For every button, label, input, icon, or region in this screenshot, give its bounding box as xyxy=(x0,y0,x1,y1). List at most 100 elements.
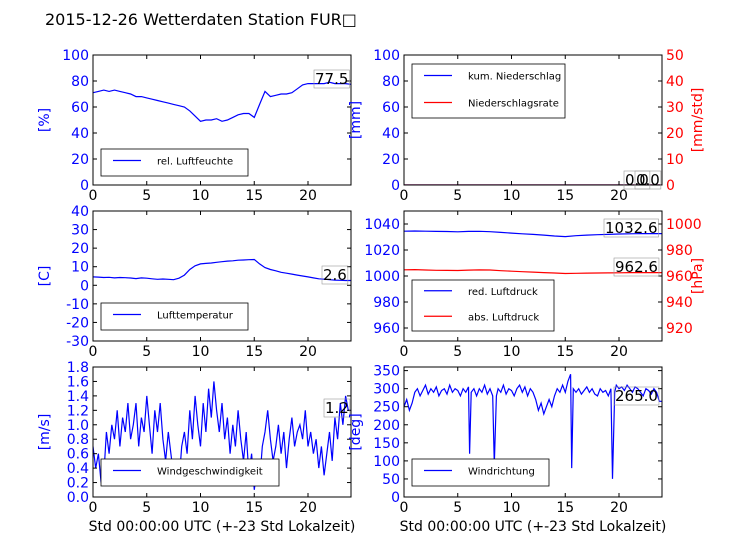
y-tick-label-right: 50 xyxy=(666,48,684,64)
value-annotation: 77.5 xyxy=(315,70,348,88)
y-tick-label: 0.2 xyxy=(67,476,89,492)
series-line-temperature-0 xyxy=(93,258,351,282)
legend-entry: Niederschlagsrate xyxy=(468,99,559,110)
y-tick-label-right: 1000 xyxy=(666,217,702,233)
series-line-pressure-0 xyxy=(404,230,662,238)
y-axis-label: [m/s] xyxy=(37,414,53,451)
panel-precipitation: 0 5 10 15 20 0 20 40 60 80 100 0 10 20 30 40 50 [mm] [mm/s… xyxy=(348,48,706,204)
y-axis-label: [%] xyxy=(37,108,53,132)
x-tick-label: 5 xyxy=(453,500,462,516)
x-tick-label: 15 xyxy=(556,500,574,516)
plot-frame xyxy=(403,54,663,186)
y-tick-label: 980 xyxy=(373,295,400,311)
y-axis-label: [C] xyxy=(37,266,53,287)
value-annotation: 0.0 xyxy=(625,171,649,189)
panel-humidity: 0 5 10 15 20 0 20 40 60 80 100 [%] rel. Luftfeuchte 7… xyxy=(37,48,352,204)
y-tick-label: 1.2 xyxy=(67,403,89,419)
x-tick-label: 15 xyxy=(556,344,574,360)
x-tick-label: 0 xyxy=(89,500,98,516)
y-tick-label: 20 xyxy=(71,152,89,168)
y-tick-label: 20 xyxy=(382,152,400,168)
y-tick-label: 0 xyxy=(80,278,89,294)
y-tick-label: -30 xyxy=(66,334,89,350)
value-annotation-box xyxy=(634,170,662,190)
legend-entry: abs. Luftdruck xyxy=(468,312,539,323)
x-tick-label: 10 xyxy=(503,188,521,204)
y-tick-label: 1000 xyxy=(364,269,400,285)
y-tick-label-right: 10 xyxy=(666,152,684,168)
x-tick-label: 10 xyxy=(503,500,521,516)
value-annotation: 1.2 xyxy=(325,399,349,417)
y-tick-label-right: 40 xyxy=(666,74,684,90)
y-tick-label-right: 920 xyxy=(666,321,693,337)
y-tick-label-right: 980 xyxy=(666,243,693,259)
x-tick-label: 5 xyxy=(453,188,462,204)
x-tick-label: 20 xyxy=(610,344,628,360)
y-tick-label: 0 xyxy=(80,178,89,194)
series-line-winddirection-0 xyxy=(404,373,662,479)
y-tick-label: 40 xyxy=(382,126,400,142)
y-tick-label: 1.6 xyxy=(67,374,89,390)
value-annotation-box xyxy=(603,218,659,238)
x-tick-label: 10 xyxy=(503,344,521,360)
series-line-pressure-1 xyxy=(404,268,662,275)
plot-frame xyxy=(92,54,352,186)
y-tick-label: 40 xyxy=(71,204,89,220)
x-tick-label: 20 xyxy=(299,344,317,360)
x-tick-label: 5 xyxy=(142,500,151,516)
legend-entry: rel. Luftfeuchte xyxy=(157,157,233,168)
legend-entry: kum. Niederschlag xyxy=(468,72,561,83)
y-tick-label: 10 xyxy=(71,260,89,276)
y-tick-label: 300 xyxy=(373,382,400,398)
y-tick-label: -20 xyxy=(66,315,89,331)
series-line-windspeed-0 xyxy=(93,381,351,490)
y-tick-label: 0.6 xyxy=(67,447,89,463)
x-tick-label: 10 xyxy=(192,188,210,204)
value-annotation-box xyxy=(313,69,350,89)
x-tick-label: 5 xyxy=(142,344,151,360)
legend-box xyxy=(100,302,249,331)
x-tick-label: 5 xyxy=(453,344,462,360)
value-annotation-box xyxy=(613,257,660,277)
x-tick-label: 0 xyxy=(400,344,409,360)
y-tick-label: 150 xyxy=(373,436,400,452)
value-annotation: 265.0 xyxy=(615,387,658,405)
y-tick-label: 1.8 xyxy=(67,360,89,376)
legend-box xyxy=(100,148,249,177)
y-tick-label: 0 xyxy=(391,178,400,194)
y-tick-label: 0 xyxy=(391,490,400,506)
y-tick-label: 30 xyxy=(71,223,89,239)
x-tick-label: 15 xyxy=(245,500,263,516)
y-tick-label: 60 xyxy=(382,100,400,116)
y-tick-label: 350 xyxy=(373,364,400,380)
x-tick-label: 20 xyxy=(299,188,317,204)
value-annotation-box xyxy=(323,398,351,418)
value-annotation-box xyxy=(321,265,349,285)
y-tick-label: 250 xyxy=(373,400,400,416)
y-axis-label-right: [hPa] xyxy=(690,258,706,294)
x-axis-label: Std 00:00:00 UTC (+-23 Std Lokalzeit) xyxy=(89,519,356,535)
value-annotation: 0.0 xyxy=(636,171,660,189)
y-axis-label: [deg] xyxy=(348,413,364,450)
y-tick-label-right: 30 xyxy=(666,100,684,116)
y-tick-label: 20 xyxy=(71,241,89,257)
y-tick-label: 50 xyxy=(382,472,400,488)
x-tick-label: 5 xyxy=(142,188,151,204)
y-axis-label-right: [mm/std] xyxy=(690,88,706,153)
x-tick-label: 20 xyxy=(299,500,317,516)
y-tick-label: 1.0 xyxy=(67,418,89,434)
y-tick-label: 200 xyxy=(373,418,400,434)
y-tick-label-right: 20 xyxy=(666,126,684,142)
value-annotation: 962.6 xyxy=(615,258,658,276)
figure-title: 2015-12-26 Wetterdaten Station FUR□ xyxy=(45,10,357,29)
x-tick-label: 20 xyxy=(610,188,628,204)
y-tick-label: 960 xyxy=(373,321,400,337)
plot-frame xyxy=(92,366,352,498)
y-axis-label: [mm] xyxy=(348,101,364,139)
x-tick-label: 0 xyxy=(400,500,409,516)
legend-entry: red. Luftdruck xyxy=(468,287,538,298)
legend-box xyxy=(411,458,550,487)
